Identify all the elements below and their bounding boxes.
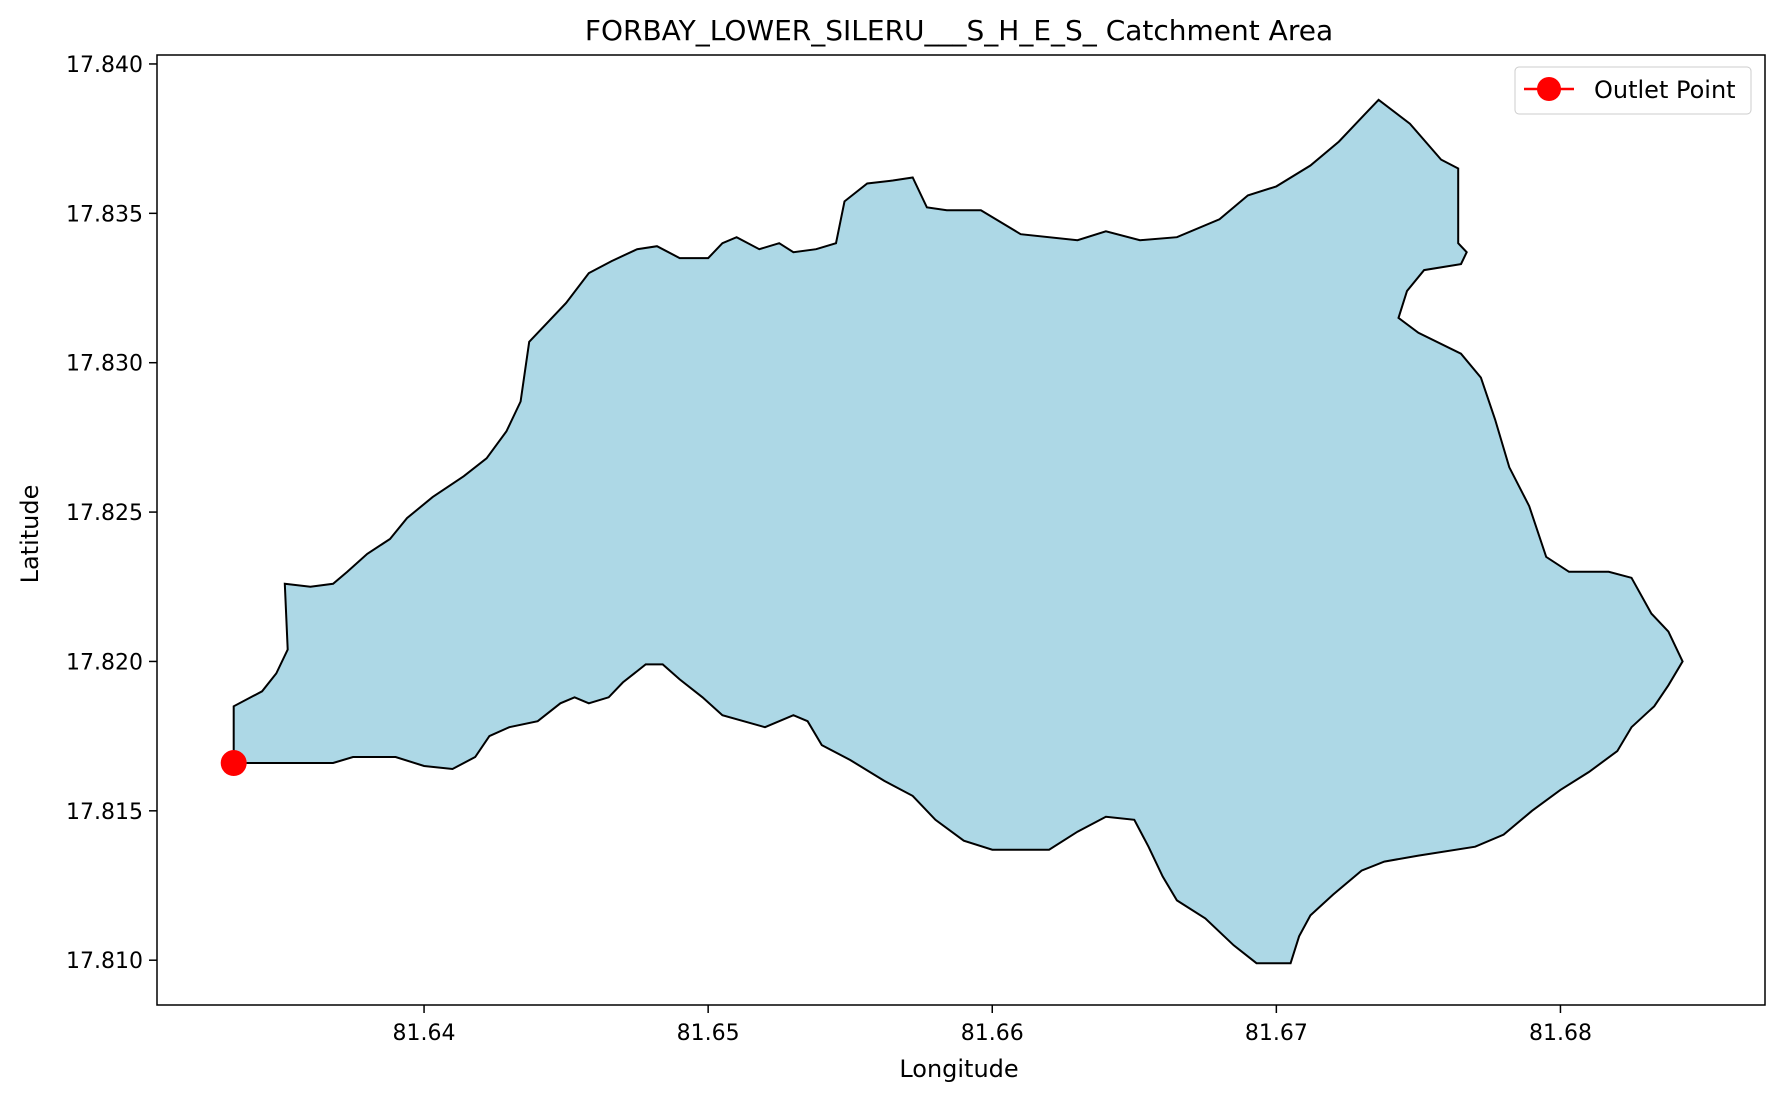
x-tick-label: 81.66 (961, 1021, 1024, 1046)
legend-label-outlet-point: Outlet Point (1594, 76, 1736, 104)
x-tick-label: 81.65 (677, 1021, 740, 1046)
x-axis: 81.64 81.65 81.66 81.67 81.68 (393, 1005, 1592, 1046)
x-axis-label: Longitude (899, 1055, 1018, 1083)
catchment-polygon (232, 98, 1684, 965)
legend-outlet-marker (1537, 77, 1561, 101)
y-tick-label: 17.810 (66, 949, 143, 974)
chart-title: FORBAY_LOWER_SILERU___S_H_E_S_ Catchment… (585, 14, 1333, 47)
x-tick-label: 81.68 (1529, 1021, 1592, 1046)
plot-area (220, 98, 1684, 965)
legend-box (1514, 66, 1752, 115)
y-axis-label: Latitude (16, 485, 44, 584)
y-tick-label: 17.825 (66, 501, 143, 526)
outlet-point-marker (220, 750, 247, 777)
x-tick-label: 81.67 (1245, 1021, 1308, 1046)
x-tick-label: 81.64 (393, 1021, 456, 1046)
legend: Outlet Point (1514, 66, 1752, 115)
axes-frame (156, 54, 1766, 1006)
y-axis: 17.810 17.815 17.820 17.825 17.830 17.835 17.8… (66, 53, 157, 974)
y-tick-label: 17.820 (66, 650, 143, 675)
y-tick-label: 17.835 (66, 202, 143, 227)
y-tick-label: 17.840 (66, 53, 143, 78)
y-tick-label: 17.815 (66, 800, 143, 825)
y-tick-label: 17.830 (66, 352, 143, 377)
